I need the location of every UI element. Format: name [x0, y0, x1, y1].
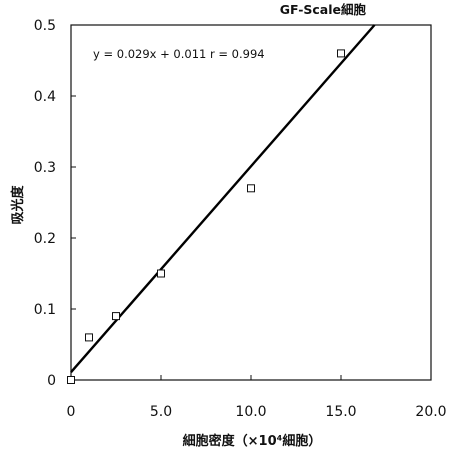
- data-point: [157, 269, 165, 278]
- y-tick-label: 0.4: [34, 89, 56, 105]
- y-axis-title: 吸光度: [10, 185, 26, 225]
- x-axis-title: 細胞密度（×10⁴細胞）: [183, 433, 322, 449]
- fit-line-group: [70, 24, 376, 373]
- regression-line: [70, 24, 376, 373]
- data-point: [85, 333, 93, 342]
- y-tick-label: 0.2: [34, 231, 56, 247]
- y-axis: 0 0.1 0.2 0.3 0.4 0.5: [34, 18, 76, 389]
- y-tick-label: 0: [47, 373, 56, 389]
- chart-title: GF-Scale細胞: [280, 2, 367, 17]
- x-tick-label: 15.0: [325, 404, 356, 420]
- data-point: [112, 312, 120, 321]
- x-tick-label: 20.0: [415, 404, 446, 420]
- x-tick-label: 5.0: [150, 404, 172, 420]
- data-points: [67, 49, 345, 384]
- plot-area-frame: [70, 24, 432, 381]
- data-point: [337, 49, 345, 58]
- x-tick-label: 10.0: [235, 404, 266, 420]
- y-tick-label: 0.1: [34, 302, 56, 318]
- equation-annotation: y = 0.029x + 0.011 r = 0.994: [93, 47, 265, 61]
- data-point: [247, 184, 255, 193]
- y-tick-label: 0.3: [34, 160, 56, 176]
- x-tick-label: 0: [67, 404, 76, 420]
- y-tick-label: 0.5: [34, 18, 56, 34]
- data-point: [67, 376, 75, 384]
- x-axis: 0 5.0 10.0 15.0 20.0: [67, 375, 447, 420]
